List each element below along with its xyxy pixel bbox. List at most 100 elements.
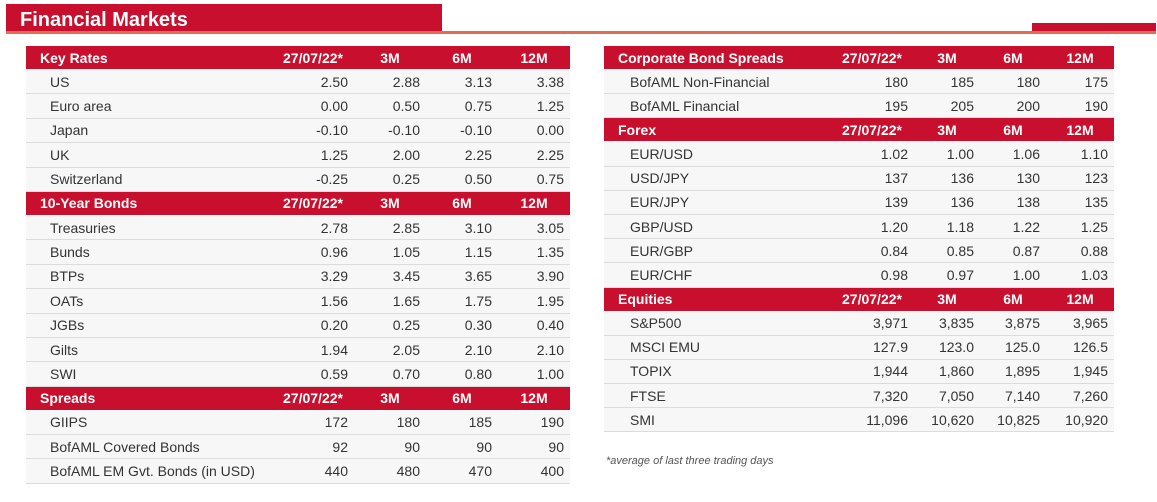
value-cell: 0.87 <box>980 238 1046 264</box>
row-label: US <box>26 69 272 95</box>
table-row: Euro area 0.00 0.50 0.75 1.25 <box>26 93 570 119</box>
value-cell: 1.00 <box>914 141 980 167</box>
value-cell: 3,971 <box>830 311 914 336</box>
value-cell: 200 <box>980 93 1046 119</box>
value-cell: 0.50 <box>354 93 426 119</box>
value-cell: -0.10 <box>426 118 498 144</box>
value-cell: 130 <box>980 166 1046 191</box>
value-cell: 185 <box>426 410 498 436</box>
row-label: JGBs <box>26 313 272 338</box>
table-row: BofAML Non-Financial 180 185 180 175 <box>604 69 1114 95</box>
value-cell: 3.45 <box>354 264 426 290</box>
table-row: BofAML Financial 195 205 200 190 <box>604 93 1114 119</box>
table-row: SMI 11,096 10,620 10,825 10,920 <box>604 407 1114 433</box>
value-cell: 1,860 <box>914 359 980 385</box>
table-row: UK 1.25 2.00 2.25 2.25 <box>26 142 570 168</box>
value-cell: 1.15 <box>426 239 498 265</box>
value-cell: 470 <box>426 458 498 484</box>
value-cell: 1.25 <box>498 93 570 119</box>
value-cell: 2.05 <box>354 337 426 363</box>
value-cell: 0.25 <box>354 167 426 192</box>
value-cell: 0.40 <box>498 313 570 338</box>
value-cell: 11,096 <box>830 407 914 433</box>
row-label: S&P500 <box>604 311 830 336</box>
column-header: 12M <box>1046 46 1114 70</box>
value-cell: -0.10 <box>272 118 354 144</box>
value-cell: 1,945 <box>1046 359 1114 385</box>
value-cell: 3.05 <box>498 215 570 241</box>
row-label: Bunds <box>26 239 272 265</box>
value-cell: 3,835 <box>914 311 980 336</box>
row-label: Japan <box>26 118 272 144</box>
table-row: EUR/CHF 0.98 0.97 1.00 1.03 <box>604 262 1114 288</box>
value-cell: 0.75 <box>498 167 570 192</box>
section-header-10-year-bonds: 10-Year Bonds 27/07/22* 3M 6M 12M <box>26 191 570 216</box>
value-cell: 1.20 <box>830 214 914 240</box>
value-cell: 1.10 <box>1046 141 1114 167</box>
row-label: Switzerland <box>26 167 272 192</box>
value-cell: 0.80 <box>426 361 498 387</box>
column-header: 3M <box>354 386 426 411</box>
value-cell: 123 <box>1046 166 1114 191</box>
value-cell: 1.06 <box>980 141 1046 167</box>
value-cell: 0.96 <box>272 239 354 265</box>
value-cell: -0.10 <box>354 118 426 144</box>
value-cell: 3.90 <box>498 264 570 290</box>
value-cell: 205 <box>914 93 980 119</box>
value-cell: 2.50 <box>272 69 354 95</box>
row-label: BofAML Non-Financial <box>604 69 830 95</box>
row-label: BofAML EM Gvt. Bonds (in USD) <box>26 458 272 484</box>
value-cell: 180 <box>830 69 914 95</box>
value-cell: 180 <box>354 410 426 436</box>
value-cell: 2.10 <box>426 337 498 363</box>
table-row: BTPs 3.29 3.45 3.65 3.90 <box>26 264 570 290</box>
table-row: TOPIX 1,944 1,860 1,895 1,945 <box>604 359 1114 385</box>
column-header: 27/07/22* <box>830 46 914 70</box>
table-row: JGBs 0.20 0.25 0.30 0.40 <box>26 313 570 338</box>
table-row: Gilts 1.94 2.05 2.10 2.10 <box>26 337 570 363</box>
column-header: 27/07/22* <box>830 117 914 143</box>
column-header: 12M <box>1046 287 1114 312</box>
row-label: BofAML Financial <box>604 93 830 119</box>
value-cell: 440 <box>272 458 354 484</box>
value-cell: 125.0 <box>980 335 1046 360</box>
row-label: Treasuries <box>26 215 272 241</box>
column-header: 6M <box>426 386 498 411</box>
row-label: EUR/JPY <box>604 190 830 215</box>
value-cell: 0.70 <box>354 361 426 387</box>
section-header-key-rates: Key Rates 27/07/22* 3M 6M 12M <box>26 46 570 70</box>
row-label: BTPs <box>26 264 272 290</box>
value-cell: 7,320 <box>830 383 914 409</box>
value-cell: 480 <box>354 458 426 484</box>
value-cell: 1.00 <box>980 262 1046 288</box>
column-header: 3M <box>354 191 426 216</box>
value-cell: 190 <box>1046 93 1114 119</box>
value-cell: 139 <box>830 190 914 215</box>
table-row: Bunds 0.96 1.05 1.15 1.35 <box>26 239 570 265</box>
section-title: Corporate Bond Spreads <box>604 46 830 70</box>
table-row: BofAML Covered Bonds 92 90 90 90 <box>26 434 570 460</box>
table-row: Japan -0.10 -0.10 -0.10 0.00 <box>26 118 570 144</box>
value-cell: 1.18 <box>914 214 980 240</box>
table-row: SWI 0.59 0.70 0.80 1.00 <box>26 361 570 387</box>
value-cell: -0.25 <box>272 167 354 192</box>
value-cell: 400 <box>498 458 570 484</box>
value-cell: 1.94 <box>272 337 354 363</box>
row-label: USD/JPY <box>604 166 830 191</box>
section-header-forex: Forex 27/07/22* 3M 6M 12M <box>604 117 1114 143</box>
value-cell: 0.50 <box>426 167 498 192</box>
value-cell: 1.75 <box>426 288 498 314</box>
row-label: GIIPS <box>26 410 272 436</box>
section-title: Key Rates <box>26 46 272 70</box>
value-cell: 1.56 <box>272 288 354 314</box>
value-cell: 137 <box>830 166 914 191</box>
section-title: Forex <box>604 117 830 143</box>
value-cell: 175 <box>1046 69 1114 95</box>
column-header: 27/07/22* <box>272 191 354 216</box>
footnote: *average of last three trading days <box>606 455 774 467</box>
column-header: 6M <box>426 191 498 216</box>
row-label: Gilts <box>26 337 272 363</box>
value-cell: 172 <box>272 410 354 436</box>
value-cell: 10,825 <box>980 407 1046 433</box>
column-header: 27/07/22* <box>830 287 914 312</box>
